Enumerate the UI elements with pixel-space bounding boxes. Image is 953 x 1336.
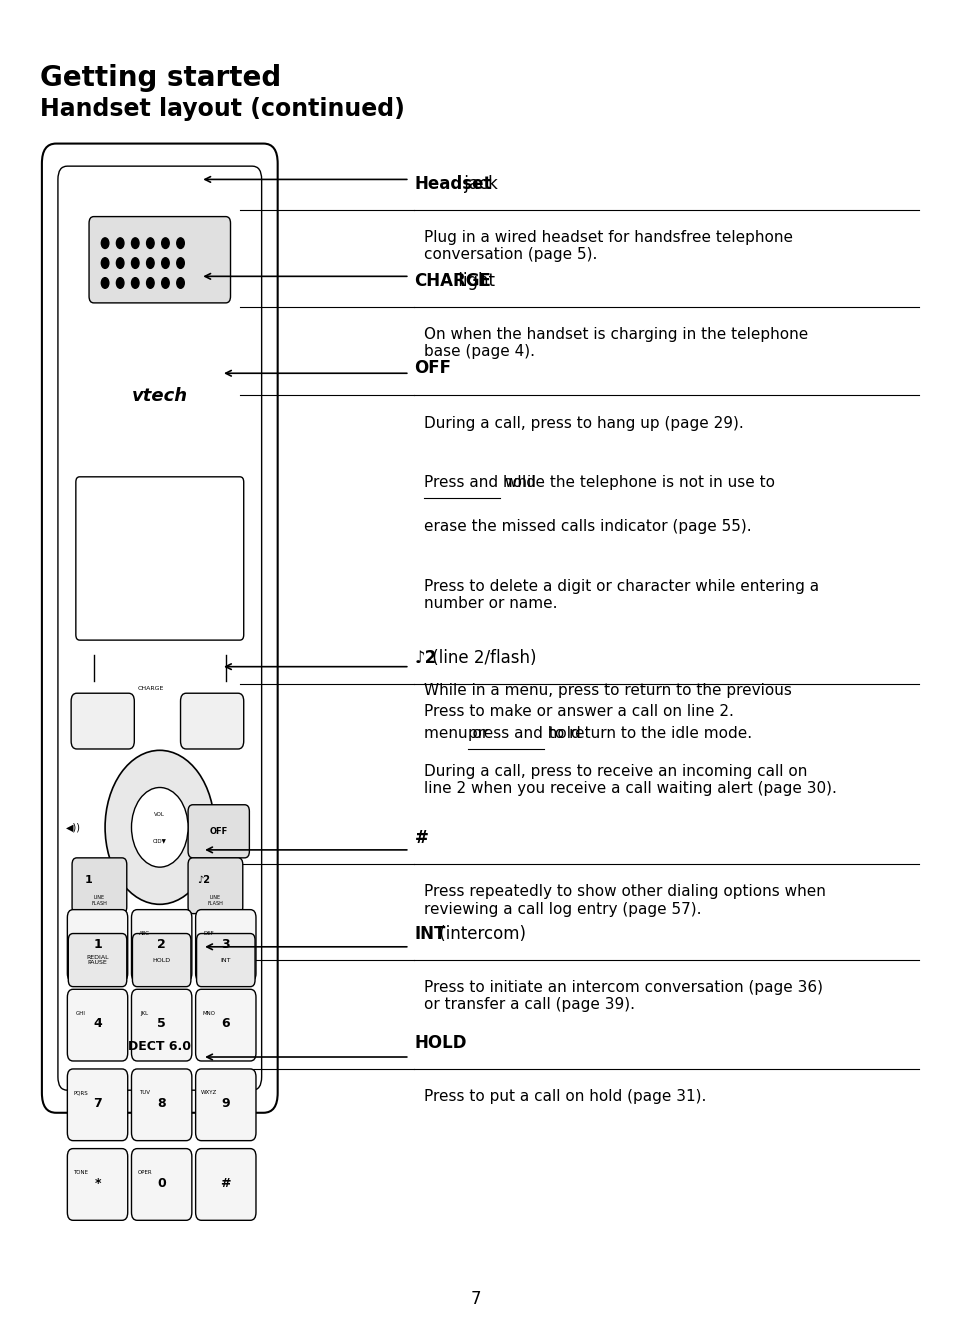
Text: Press repeatedly to show other dialing options when
reviewing a call log entry (: Press repeatedly to show other dialing o… <box>423 884 825 916</box>
Text: jack: jack <box>458 175 497 192</box>
Text: On when the handset is charging in the telephone
base (page 4).: On when the handset is charging in the t… <box>423 327 807 359</box>
FancyBboxPatch shape <box>188 858 242 914</box>
FancyBboxPatch shape <box>69 934 127 987</box>
Circle shape <box>132 258 139 269</box>
FancyBboxPatch shape <box>195 910 255 982</box>
Circle shape <box>176 278 184 289</box>
Text: light: light <box>453 271 495 290</box>
FancyBboxPatch shape <box>195 1149 255 1220</box>
Circle shape <box>147 238 154 248</box>
Circle shape <box>176 238 184 248</box>
Text: GHI: GHI <box>75 1011 86 1015</box>
Text: OPER: OPER <box>137 1170 152 1176</box>
Text: Press to delete a digit or character while entering a
number or name.: Press to delete a digit or character whi… <box>423 578 818 612</box>
Text: ABC: ABC <box>139 931 150 937</box>
Text: 7: 7 <box>93 1097 102 1110</box>
Text: Headset: Headset <box>414 175 492 192</box>
Text: DEF: DEF <box>203 931 214 937</box>
Circle shape <box>147 258 154 269</box>
Text: (intercom): (intercom) <box>434 925 525 943</box>
Text: ♪2: ♪2 <box>414 649 436 667</box>
Text: erase the missed calls indicator (page 55).: erase the missed calls indicator (page 5… <box>423 520 751 534</box>
Text: During a call, press to receive an incoming call on
line 2 when you receive a ca: During a call, press to receive an incom… <box>423 764 836 796</box>
Text: 7: 7 <box>470 1289 480 1308</box>
Text: 1: 1 <box>84 875 91 886</box>
Text: INT: INT <box>220 958 231 962</box>
Text: LINE
FLASH: LINE FLASH <box>91 895 108 906</box>
FancyBboxPatch shape <box>132 1069 192 1141</box>
Text: Press and hold: Press and hold <box>423 476 536 490</box>
Text: #: # <box>414 830 428 847</box>
Text: TONE: TONE <box>73 1170 88 1176</box>
Text: REDIAL
PAUSE: REDIAL PAUSE <box>86 955 109 966</box>
Text: HOLD: HOLD <box>152 958 171 962</box>
Circle shape <box>116 278 124 289</box>
FancyBboxPatch shape <box>132 910 192 982</box>
Text: During a call, press to hang up (page 29).: During a call, press to hang up (page 29… <box>423 415 742 430</box>
Text: (line 2/flash): (line 2/flash) <box>427 649 537 667</box>
FancyBboxPatch shape <box>188 804 249 858</box>
Text: 9: 9 <box>221 1097 230 1110</box>
FancyBboxPatch shape <box>76 477 243 640</box>
FancyBboxPatch shape <box>132 1149 192 1220</box>
Text: Press to make or answer a call on line 2.: Press to make or answer a call on line 2… <box>423 704 733 719</box>
Text: to return to the idle mode.: to return to the idle mode. <box>543 727 752 741</box>
Text: 2: 2 <box>157 938 166 951</box>
Circle shape <box>105 751 214 904</box>
Text: WXYZ: WXYZ <box>200 1090 216 1096</box>
FancyBboxPatch shape <box>72 858 127 914</box>
Circle shape <box>161 238 169 248</box>
Text: TUV: TUV <box>139 1090 150 1096</box>
FancyBboxPatch shape <box>68 1069 128 1141</box>
Text: While in a menu, press to return to the previous: While in a menu, press to return to the … <box>423 683 791 697</box>
Text: HOLD: HOLD <box>414 1034 466 1051</box>
Text: CHARGE: CHARGE <box>414 271 491 290</box>
Text: 8: 8 <box>157 1097 166 1110</box>
Circle shape <box>101 258 109 269</box>
Circle shape <box>132 787 188 867</box>
Text: Plug in a wired headset for handsfree telephone
conversation (page 5).: Plug in a wired headset for handsfree te… <box>423 230 792 262</box>
Text: menu or: menu or <box>423 727 493 741</box>
Text: CHARGE: CHARGE <box>137 685 163 691</box>
FancyBboxPatch shape <box>42 143 277 1113</box>
Text: 0: 0 <box>157 1177 166 1189</box>
FancyBboxPatch shape <box>132 989 192 1061</box>
Text: Press to initiate an intercom conversation (page 36)
or transfer a call (page 39: Press to initiate an intercom conversati… <box>423 981 822 1013</box>
Text: OFF: OFF <box>209 827 227 836</box>
Text: Handset layout (continued): Handset layout (continued) <box>40 98 404 122</box>
Text: ♪2: ♪2 <box>197 875 211 886</box>
Text: #: # <box>220 1177 231 1189</box>
Text: 4: 4 <box>93 1017 102 1030</box>
Text: OFF: OFF <box>414 359 451 377</box>
Text: press and hold: press and hold <box>467 727 579 741</box>
Text: 1: 1 <box>93 938 102 951</box>
Circle shape <box>101 278 109 289</box>
Circle shape <box>161 258 169 269</box>
FancyBboxPatch shape <box>132 934 191 987</box>
FancyBboxPatch shape <box>68 1149 128 1220</box>
Circle shape <box>132 278 139 289</box>
FancyBboxPatch shape <box>89 216 231 303</box>
Text: 3: 3 <box>221 938 230 951</box>
FancyBboxPatch shape <box>195 989 255 1061</box>
Text: JKL: JKL <box>140 1011 149 1015</box>
Circle shape <box>101 238 109 248</box>
Circle shape <box>116 238 124 248</box>
FancyBboxPatch shape <box>71 693 134 749</box>
Text: Getting started: Getting started <box>40 64 281 92</box>
FancyBboxPatch shape <box>68 910 128 982</box>
Text: MNO: MNO <box>202 1011 215 1015</box>
Circle shape <box>147 278 154 289</box>
FancyBboxPatch shape <box>68 989 128 1061</box>
FancyBboxPatch shape <box>58 166 261 1090</box>
Text: INT: INT <box>414 925 445 943</box>
FancyBboxPatch shape <box>180 693 243 749</box>
Circle shape <box>116 258 124 269</box>
Text: Press to put a call on hold (page 31).: Press to put a call on hold (page 31). <box>423 1089 705 1104</box>
Text: 6: 6 <box>221 1017 230 1030</box>
Text: while the telephone is not in use to: while the telephone is not in use to <box>500 476 775 490</box>
FancyBboxPatch shape <box>195 1069 255 1141</box>
Circle shape <box>161 278 169 289</box>
Text: PQRS: PQRS <box>73 1090 88 1096</box>
Text: CID▼: CID▼ <box>152 838 167 843</box>
